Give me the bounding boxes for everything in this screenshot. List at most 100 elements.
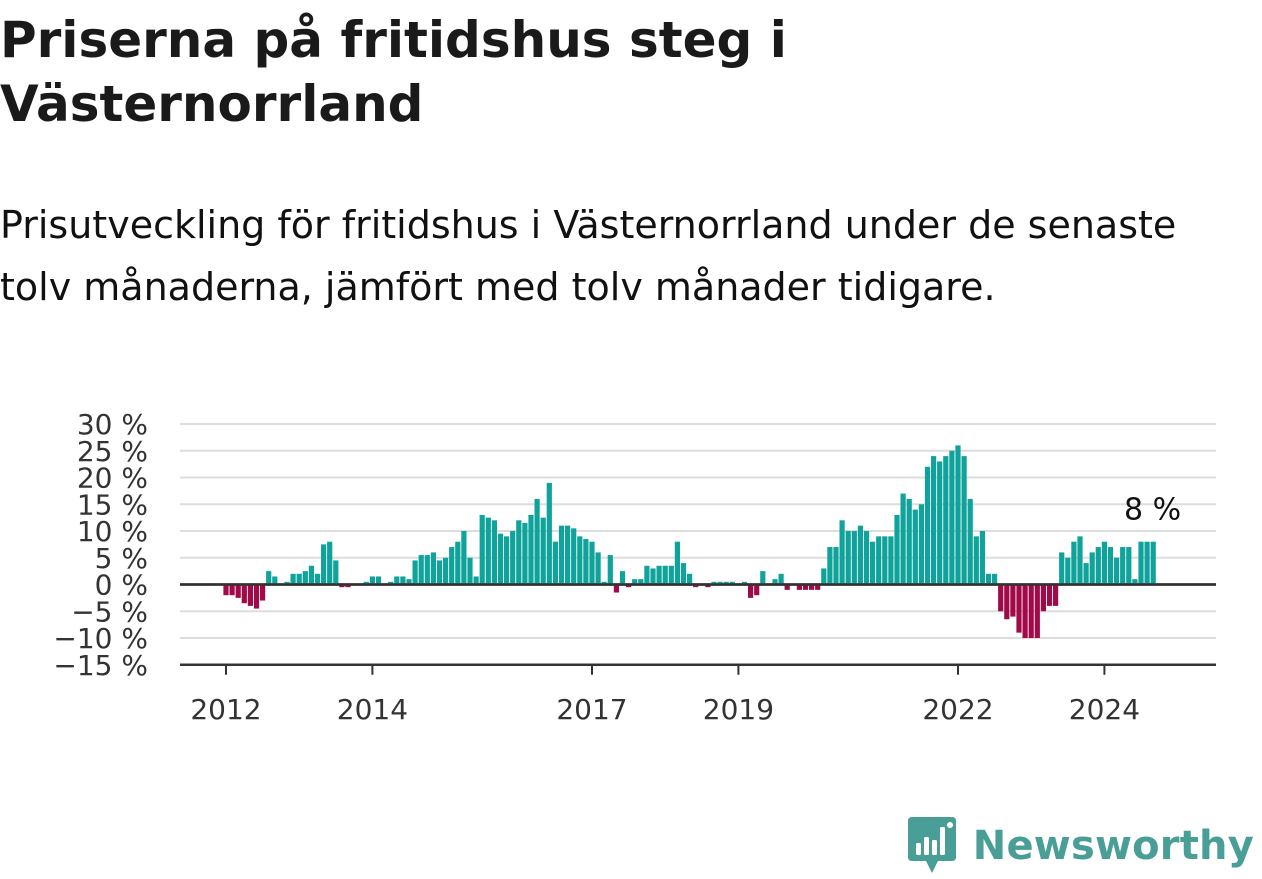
bar <box>857 525 863 585</box>
brand-name: Newsworthy <box>972 823 1254 869</box>
bar <box>638 579 644 585</box>
bar <box>1114 557 1120 585</box>
bar <box>412 560 418 585</box>
bar <box>436 560 443 585</box>
bar <box>1107 547 1114 585</box>
bar <box>1120 547 1126 585</box>
bar <box>510 531 516 585</box>
bar <box>1065 557 1071 585</box>
bar <box>851 531 857 585</box>
bar <box>784 584 790 590</box>
bar <box>900 493 906 585</box>
y-tick-label: 20 % <box>77 462 148 495</box>
bar <box>1071 541 1077 585</box>
bar <box>863 531 870 585</box>
y-tick-label: 0 % <box>95 569 148 602</box>
bar <box>931 456 937 585</box>
bar <box>741 581 748 585</box>
bar <box>748 584 754 598</box>
bar <box>924 466 931 585</box>
y-tick-label: 30 % <box>77 408 148 441</box>
latest-value-label: 8 % <box>1124 493 1181 528</box>
bar <box>540 517 546 585</box>
bar <box>717 581 723 585</box>
bar <box>577 536 583 585</box>
bar <box>876 536 882 585</box>
x-tick-label: 2019 <box>703 693 774 726</box>
bar <box>558 525 565 585</box>
bar <box>711 581 717 585</box>
bar <box>589 541 595 585</box>
brand: Newsworthy <box>907 816 1254 876</box>
bar <box>973 536 979 585</box>
bar <box>967 498 973 585</box>
bar <box>491 520 497 585</box>
bar <box>534 498 540 585</box>
bar <box>613 584 619 593</box>
bar <box>626 584 632 588</box>
bar <box>796 584 802 590</box>
y-tick-label: 5 % <box>95 542 148 575</box>
bar <box>1004 584 1010 620</box>
y-tick-label: 25 % <box>77 435 148 468</box>
bar <box>345 584 351 588</box>
bar <box>992 573 998 585</box>
bar <box>1046 584 1053 606</box>
bar <box>1034 584 1040 638</box>
bar <box>650 568 656 585</box>
bar <box>443 557 449 585</box>
bar <box>955 445 961 585</box>
bar <box>656 565 662 585</box>
bar <box>821 568 827 585</box>
bar <box>284 581 290 585</box>
bar <box>583 539 589 585</box>
newsworthy-logo-icon <box>907 817 956 873</box>
bar <box>772 579 778 585</box>
bar <box>1150 541 1156 585</box>
bar <box>467 557 473 585</box>
bar <box>979 531 985 585</box>
bar <box>1101 541 1107 585</box>
bar <box>516 520 522 585</box>
bar <box>1022 584 1028 638</box>
x-tick-label: 2024 <box>1069 693 1140 726</box>
bar <box>918 504 924 585</box>
bar <box>290 573 296 585</box>
bar <box>1089 552 1095 585</box>
bar <box>985 573 992 585</box>
bar <box>595 552 601 585</box>
bar <box>522 522 528 585</box>
bar <box>388 581 394 585</box>
bar <box>693 584 699 588</box>
bar <box>729 581 735 585</box>
bar <box>424 555 430 585</box>
bar <box>809 584 815 590</box>
bar <box>406 579 412 585</box>
bar <box>1053 584 1059 606</box>
bar <box>778 573 784 585</box>
bar <box>229 584 235 596</box>
x-tick-label: 2022 <box>922 693 993 726</box>
bar <box>888 536 894 585</box>
bar <box>937 461 943 585</box>
bar <box>369 576 375 585</box>
bar <box>272 576 278 585</box>
bar <box>571 528 577 585</box>
bar <box>327 541 333 585</box>
bar <box>321 544 327 585</box>
bar <box>308 565 314 585</box>
bar <box>241 584 247 604</box>
bar <box>607 555 613 585</box>
bar <box>754 584 760 596</box>
bar <box>827 547 833 585</box>
bar <box>662 565 668 585</box>
bar <box>418 555 424 585</box>
bar <box>815 584 821 590</box>
bar <box>479 514 485 585</box>
bar <box>1144 541 1150 585</box>
bar <box>528 514 534 585</box>
bar <box>998 584 1004 612</box>
bar <box>449 547 455 585</box>
bar <box>461 531 467 585</box>
bar <box>314 573 321 585</box>
